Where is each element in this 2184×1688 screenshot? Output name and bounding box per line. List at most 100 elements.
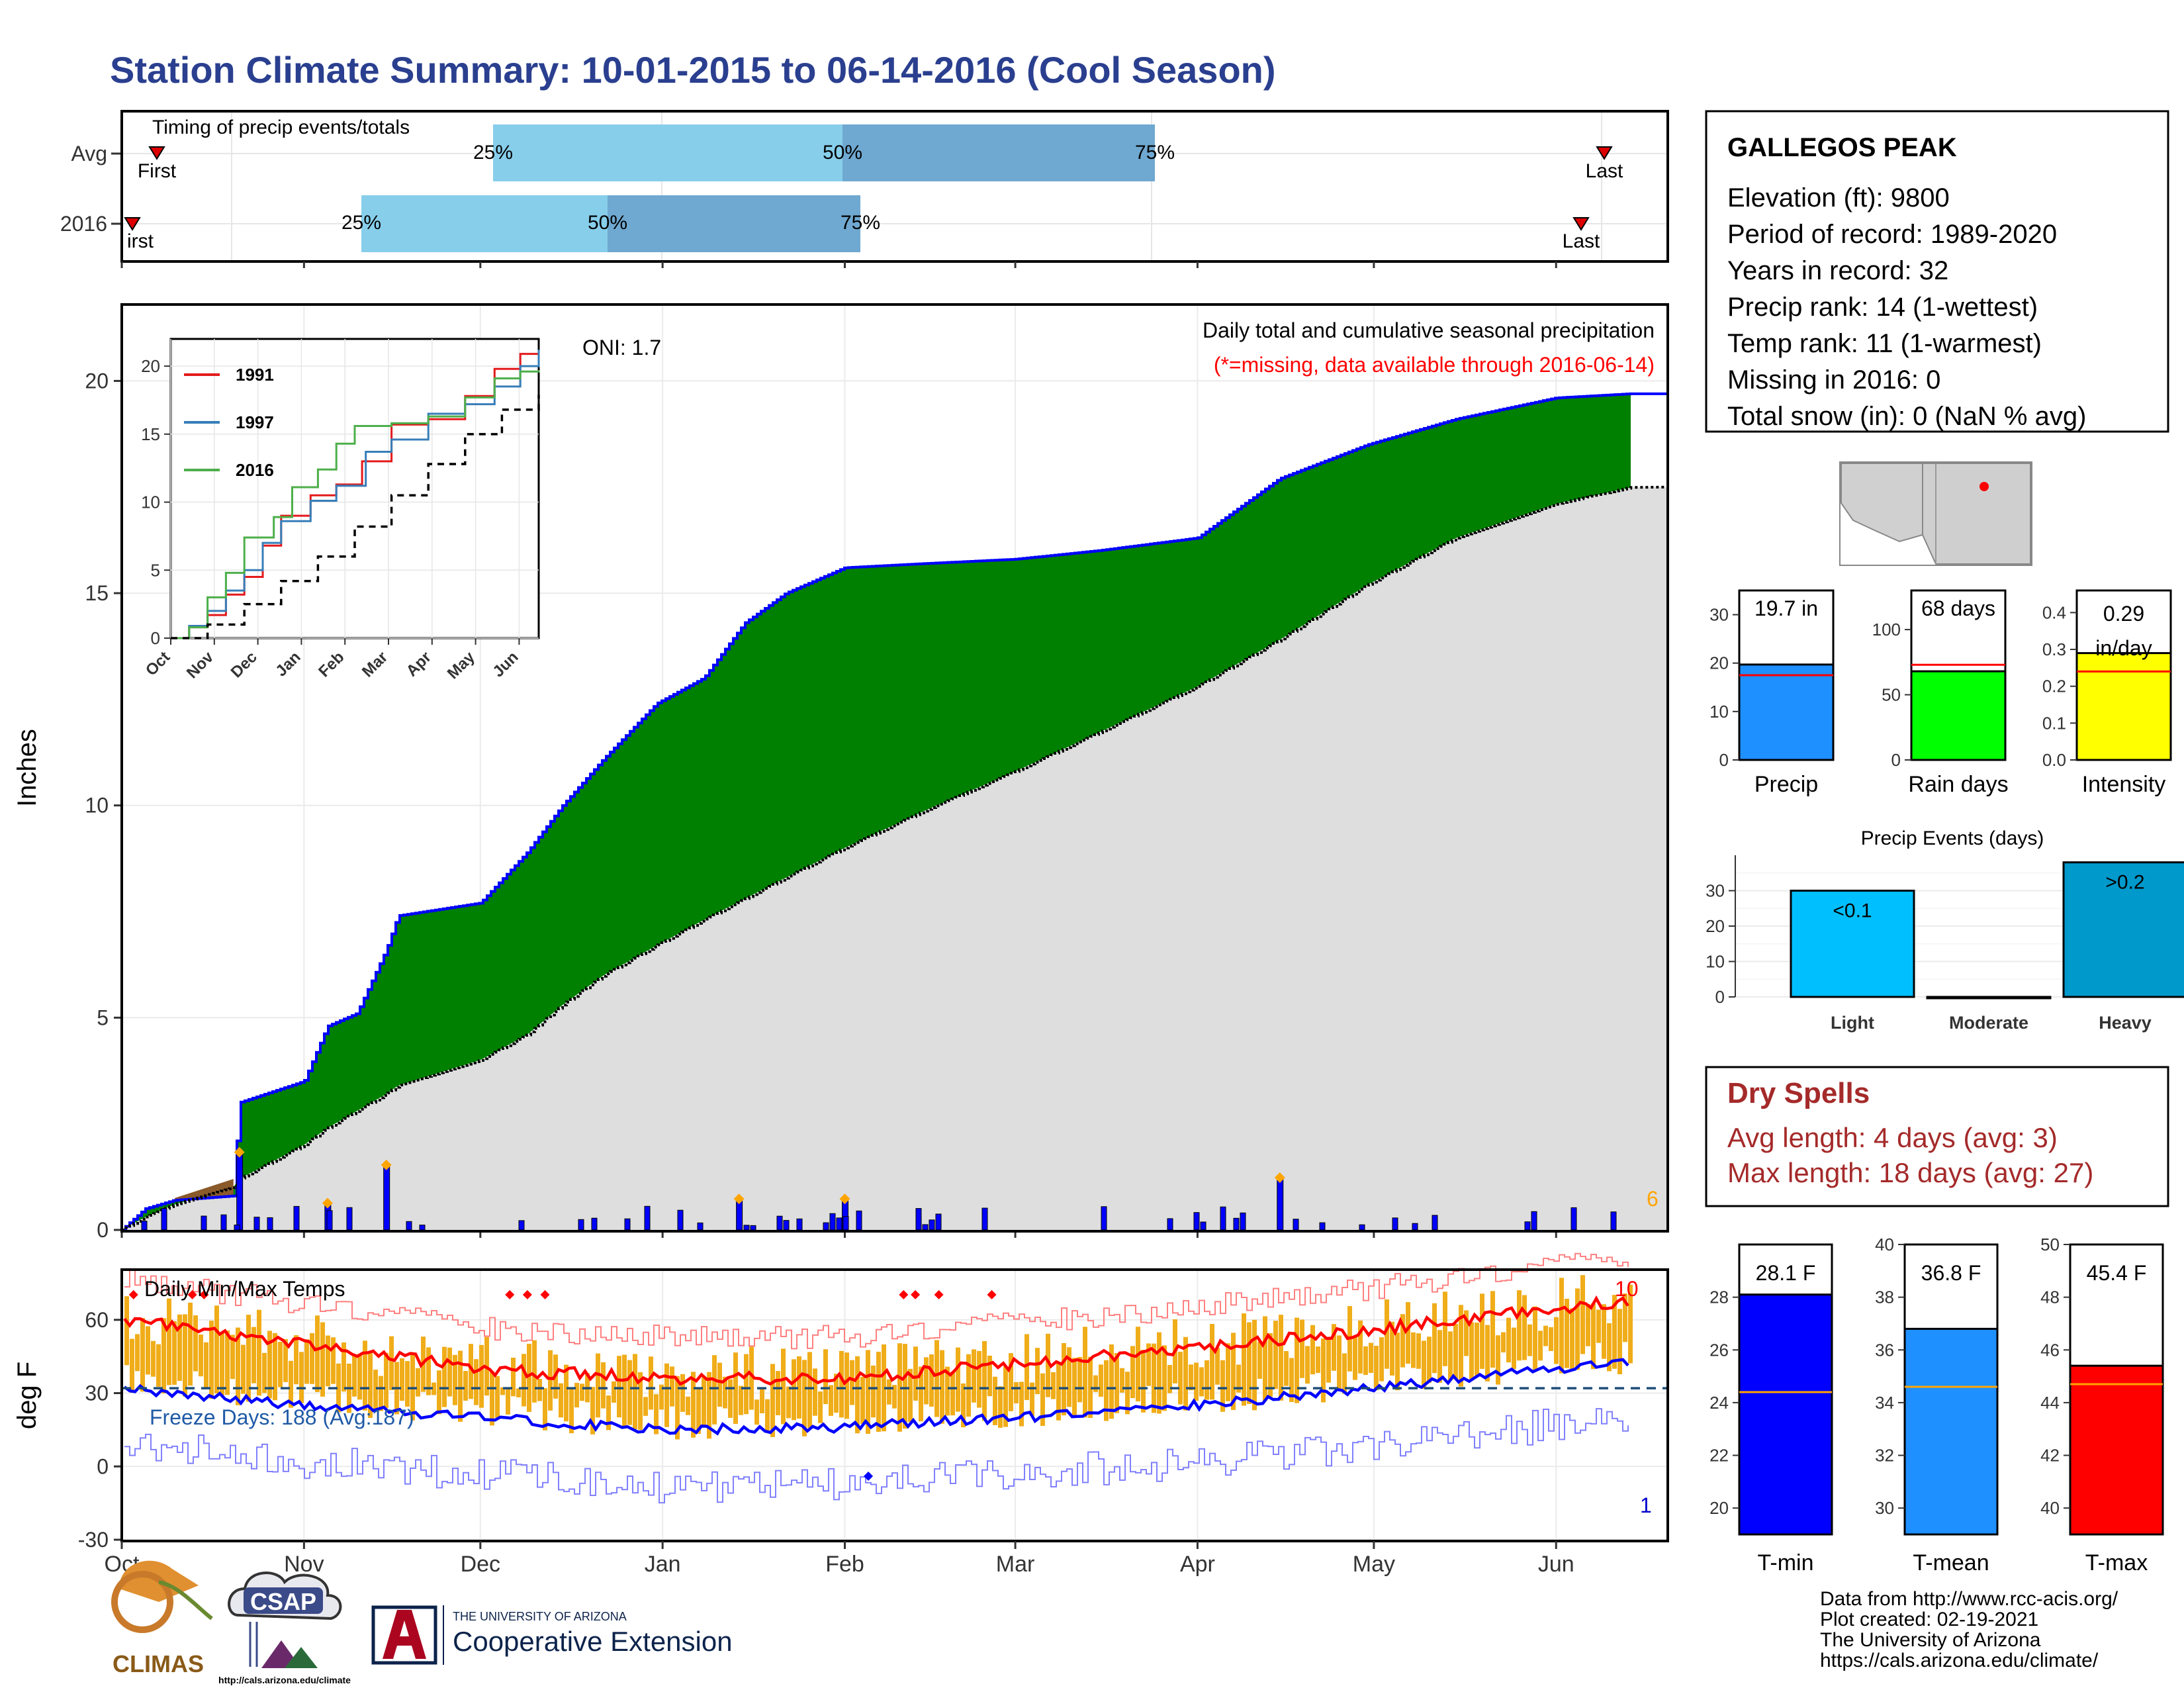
daily-temp-bar — [135, 1334, 140, 1372]
record-high-marker — [522, 1289, 532, 1299]
daily-temp-bar — [1220, 1360, 1225, 1412]
daily-temp-bar — [1279, 1315, 1283, 1401]
daily-temp-bar — [1120, 1368, 1124, 1393]
daily-temp-bar — [813, 1368, 817, 1416]
daily-temp-bar — [1554, 1317, 1559, 1364]
daily-precip-bar — [1319, 1222, 1326, 1231]
daily-temp-bar — [1152, 1343, 1156, 1413]
freeze-days-label: Freeze Days: 188 (Avg:187) — [150, 1405, 414, 1429]
daily-precip-bar — [796, 1218, 803, 1231]
daily-precip-bar — [736, 1199, 743, 1231]
inset-series-2016 — [171, 370, 540, 639]
daily-temp-bar — [1538, 1331, 1543, 1361]
precip-heading: Daily total and cumulative seasonal prec… — [1203, 318, 1655, 342]
daily-temp-bar — [850, 1360, 854, 1405]
inset-legend-label: 1997 — [236, 412, 274, 432]
daily-temp-bar — [580, 1383, 584, 1401]
daily-temp-bar — [506, 1387, 510, 1415]
daily-temp-bar — [924, 1357, 929, 1405]
summary-y-tick-label: 10 — [1709, 702, 1729, 722]
daily-temp-bar — [341, 1342, 346, 1392]
precip-missing-note: (*=missing, data available through 2016-… — [1214, 353, 1655, 377]
inset-x-tick-label: Feb — [315, 648, 347, 680]
daily-temp-bar — [1337, 1335, 1342, 1390]
daily-temp-bar — [839, 1350, 844, 1418]
avg-max-line — [123, 1295, 1629, 1386]
daily-temp-bar — [1321, 1338, 1326, 1403]
daily-temp-bar — [236, 1327, 240, 1405]
daily-temp-bar — [220, 1333, 224, 1396]
temp-y-tick-label: 0 — [97, 1454, 109, 1478]
daily-temp-bar — [1602, 1304, 1606, 1359]
temp-bar-y-tick-label: 40 — [1875, 1235, 1894, 1254]
inset-y-tick-label: 5 — [151, 560, 160, 580]
daily-temp-bar — [654, 1394, 659, 1434]
daily-temp-bar — [1194, 1362, 1199, 1401]
footer-line-1: Plot created: 02-19-2021 — [1820, 1609, 2038, 1630]
temp-bar-y-tick-label: 26 — [1709, 1340, 1729, 1360]
daily-temp-bar — [945, 1366, 950, 1416]
daily-temp-bar — [633, 1354, 637, 1430]
avg-p50-label: 50% — [823, 142, 862, 164]
avg-last-label: Last — [1586, 160, 1623, 182]
daily-temp-bar — [1030, 1382, 1034, 1417]
temp-bar-label: T-min — [1758, 1550, 1814, 1575]
daily-temp-bar — [717, 1362, 722, 1407]
daily-temp-bar — [707, 1372, 711, 1439]
station-name: GALLEGOS PEAK — [1727, 133, 1957, 162]
month-tick-label: Jan — [645, 1552, 681, 1577]
daily-temp-bar — [739, 1385, 743, 1415]
daily-temp-bar — [1437, 1330, 1442, 1383]
daily-temp-bar — [1469, 1322, 1474, 1380]
daily-temp-bar — [601, 1362, 606, 1409]
daily-temp-bar — [691, 1372, 696, 1438]
daily-temp-bar — [1480, 1293, 1484, 1369]
daily-temp-bar — [993, 1376, 997, 1425]
events-bar — [1926, 996, 2052, 1000]
daily-temp-bar — [389, 1336, 394, 1390]
daily-temp-bar — [1136, 1327, 1140, 1401]
ua-small-text: THE UNIVERSITY OF ARIZONA — [453, 1610, 627, 1623]
daily-temp-bar — [1316, 1346, 1320, 1374]
daily-temp-bar — [283, 1338, 288, 1382]
daily-temp-bar — [1506, 1317, 1511, 1363]
temp-bar-y-tick-label: 20 — [1709, 1498, 1729, 1518]
summary-value-unit: in/day — [2095, 636, 2152, 660]
daily-temp-bar — [823, 1349, 828, 1405]
daily-precip-bar — [326, 1210, 333, 1231]
daily-temp-bar — [760, 1387, 764, 1413]
daily-temp-bar — [1501, 1332, 1506, 1353]
daily-temp-bar — [929, 1354, 934, 1407]
daily-temp-bar — [1088, 1356, 1093, 1418]
summary-value-label: 68 days — [1921, 596, 1995, 620]
daily-temp-bar — [1210, 1323, 1214, 1400]
daily-temp-bar — [1167, 1364, 1172, 1393]
record-low-marker — [864, 1472, 874, 1481]
daily-precip-bar — [406, 1221, 412, 1231]
daily-temp-bar — [204, 1342, 208, 1389]
daily-temp-bar — [405, 1361, 410, 1407]
month-tick-label: May — [1353, 1552, 1395, 1577]
summary-value-label: 19.7 in — [1754, 596, 1818, 620]
record-high-marker — [128, 1289, 138, 1299]
daily-temp-bar — [1369, 1342, 1373, 1374]
daily-temp-bar — [1162, 1345, 1167, 1411]
daily-temp-bar — [1083, 1327, 1087, 1418]
daily-precip-bar — [234, 1224, 240, 1231]
daily-temp-bar — [1580, 1275, 1585, 1354]
locator-map — [1839, 461, 2032, 566]
daily-temp-bar — [1109, 1344, 1114, 1419]
daily-temp-bar — [1512, 1327, 1516, 1369]
daily-temp-bar — [1242, 1313, 1246, 1406]
temp-bar-y-tick-label: 30 — [1875, 1498, 1894, 1518]
daily-temp-bar — [1019, 1382, 1024, 1427]
precip-areas — [122, 392, 1668, 1231]
daily-temp-bar — [543, 1388, 547, 1430]
oni-label: ONI: 1.7 — [582, 336, 661, 359]
daily-temp-bar — [1586, 1303, 1590, 1346]
summary-y-tick-label: 0.0 — [2042, 750, 2066, 770]
daily-temp-bar — [617, 1356, 621, 1418]
precip-corner-count: 6 — [1647, 1187, 1659, 1211]
daily-temp-bar — [664, 1363, 669, 1427]
daily-temp-bar — [172, 1321, 177, 1385]
